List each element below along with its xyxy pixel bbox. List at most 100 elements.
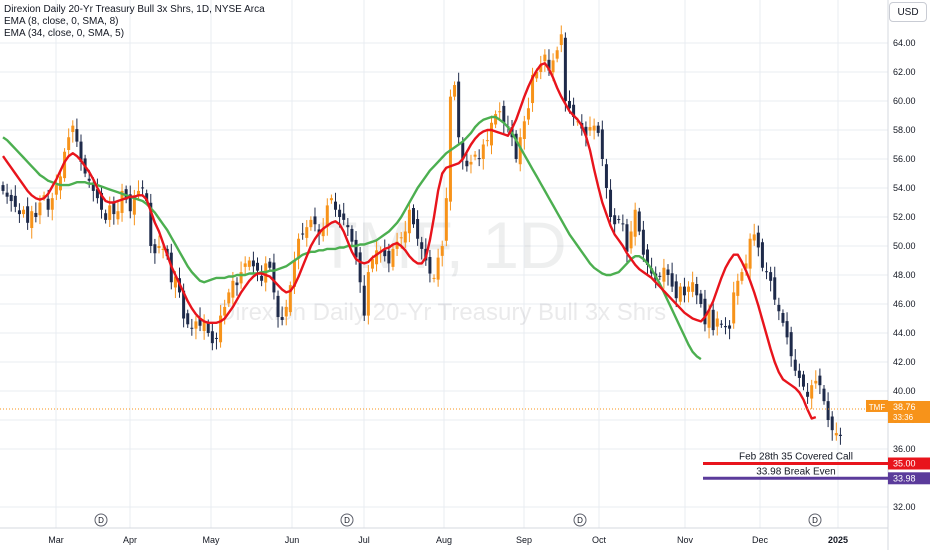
- candle-body: [223, 306, 227, 316]
- candle-body: [329, 198, 333, 201]
- candle-body: [797, 370, 801, 378]
- candle-body: [153, 244, 157, 254]
- candle-body: [239, 272, 243, 284]
- y-tick-label: 36.00: [893, 444, 916, 454]
- candle-body: [765, 271, 769, 273]
- call-annotation: Feb 28th 35 Covered Call: [739, 452, 853, 463]
- candle-body: [416, 219, 420, 239]
- candle-body: [13, 195, 17, 207]
- legend-ema34[interactable]: EMA (34, close, 0, SMA, 5): [4, 28, 125, 39]
- candle-body: [132, 195, 136, 215]
- candle-body: [830, 416, 834, 431]
- candle-body: [313, 216, 317, 225]
- level-lines: Feb 28th 35 Covered Call 33.98 Break Even: [0, 408, 888, 480]
- candle-body: [645, 249, 649, 265]
- candle-body: [592, 125, 596, 131]
- candlesticks: [1, 25, 842, 445]
- candle-body: [5, 192, 9, 197]
- candle-body: [760, 242, 764, 268]
- candle-body: [30, 211, 34, 229]
- y-tick-label: 40.00: [893, 386, 916, 396]
- candle-body: [457, 81, 461, 138]
- candle-body: [50, 198, 54, 210]
- candle-body: [465, 160, 469, 167]
- candle-body: [485, 140, 489, 142]
- price-axis[interactable]: 64.00 62.00 60.00 58.00 56.00 54.00 52.00 50.00…: [893, 38, 916, 512]
- candle-body: [498, 111, 502, 113]
- candle-body: [342, 213, 346, 220]
- chart-legend: Direxion Daily 20-Yr Treasury Bull 3x Sh…: [4, 4, 265, 40]
- candle-body: [617, 219, 621, 221]
- candle-body: [711, 309, 715, 331]
- candle-body: [251, 260, 255, 267]
- candle-body: [58, 176, 62, 191]
- dividend-marker-label: D: [98, 516, 104, 525]
- candle-body: [489, 122, 493, 146]
- candle-body: [247, 260, 251, 267]
- time-axis[interactable]: Mar Apr May Jun Jul Aug Sep Oct Nov Dec 2025: [48, 535, 848, 545]
- candle-body: [526, 108, 530, 120]
- call-price-tag: [888, 457, 930, 470]
- candle-body: [518, 137, 522, 165]
- candle-body: [272, 262, 276, 293]
- call-price-label: 35.00: [893, 459, 916, 469]
- candle-body: [547, 59, 551, 71]
- candle-body: [79, 141, 83, 162]
- x-tick-label: Apr: [123, 535, 137, 545]
- y-tick-label: 50.00: [893, 241, 916, 251]
- candle-body: [46, 198, 50, 210]
- candle-body: [789, 332, 793, 357]
- ema8-line: [2, 62, 817, 420]
- candle-body: [432, 277, 436, 279]
- breakeven-price-label: 33.98: [893, 473, 916, 483]
- y-tick-label: 62.00: [893, 67, 916, 77]
- candle-body: [838, 434, 842, 436]
- candle-body: [383, 250, 387, 257]
- candle-body: [740, 272, 744, 281]
- y-tick-label: 52.00: [893, 212, 916, 222]
- candle-body: [453, 85, 457, 97]
- candle-body: [752, 234, 756, 241]
- candle-body: [555, 50, 559, 59]
- candle-body: [182, 290, 186, 319]
- candle-body: [695, 283, 699, 296]
- legend-ema8[interactable]: EMA (8, close, 0, SMA, 8): [4, 16, 119, 27]
- candle-body: [128, 194, 132, 212]
- y-tick-label: 32.00: [893, 502, 916, 512]
- candle-body: [370, 259, 374, 269]
- x-tick-label: Mar: [48, 535, 64, 545]
- candle-body: [412, 208, 415, 225]
- candle-body: [473, 154, 477, 157]
- dividend-marker-label: D: [812, 516, 818, 525]
- candle-body: [633, 209, 637, 237]
- candle-body: [522, 121, 526, 139]
- dividend-marker-label: D: [577, 516, 583, 525]
- candle-body: [781, 312, 785, 323]
- candle-body: [477, 158, 481, 160]
- candle-body: [231, 280, 235, 298]
- candle-body: [814, 380, 818, 384]
- currency-button[interactable]: USD: [889, 2, 927, 22]
- breakeven-price-tag: [888, 472, 930, 485]
- candle-body: [91, 182, 95, 191]
- candle-body: [801, 374, 805, 387]
- candle-body: [514, 133, 518, 159]
- candle-body: [325, 205, 329, 227]
- candle-body: [682, 286, 686, 296]
- x-tick-label: Sep: [516, 535, 532, 545]
- candle-body: [391, 248, 395, 267]
- ema-lines: [2, 62, 817, 420]
- candle-body: [773, 277, 777, 300]
- candle-body: [288, 285, 292, 313]
- candle-body: [346, 225, 350, 228]
- candle-body: [276, 295, 280, 318]
- candle-body: [301, 233, 305, 235]
- candle-body: [637, 211, 641, 232]
- candle-body: [407, 209, 411, 234]
- x-tick-label: Aug: [436, 535, 452, 545]
- candle-body: [268, 261, 272, 268]
- candle-body: [375, 250, 379, 265]
- candle-body: [769, 272, 773, 281]
- candle-body: [444, 198, 448, 241]
